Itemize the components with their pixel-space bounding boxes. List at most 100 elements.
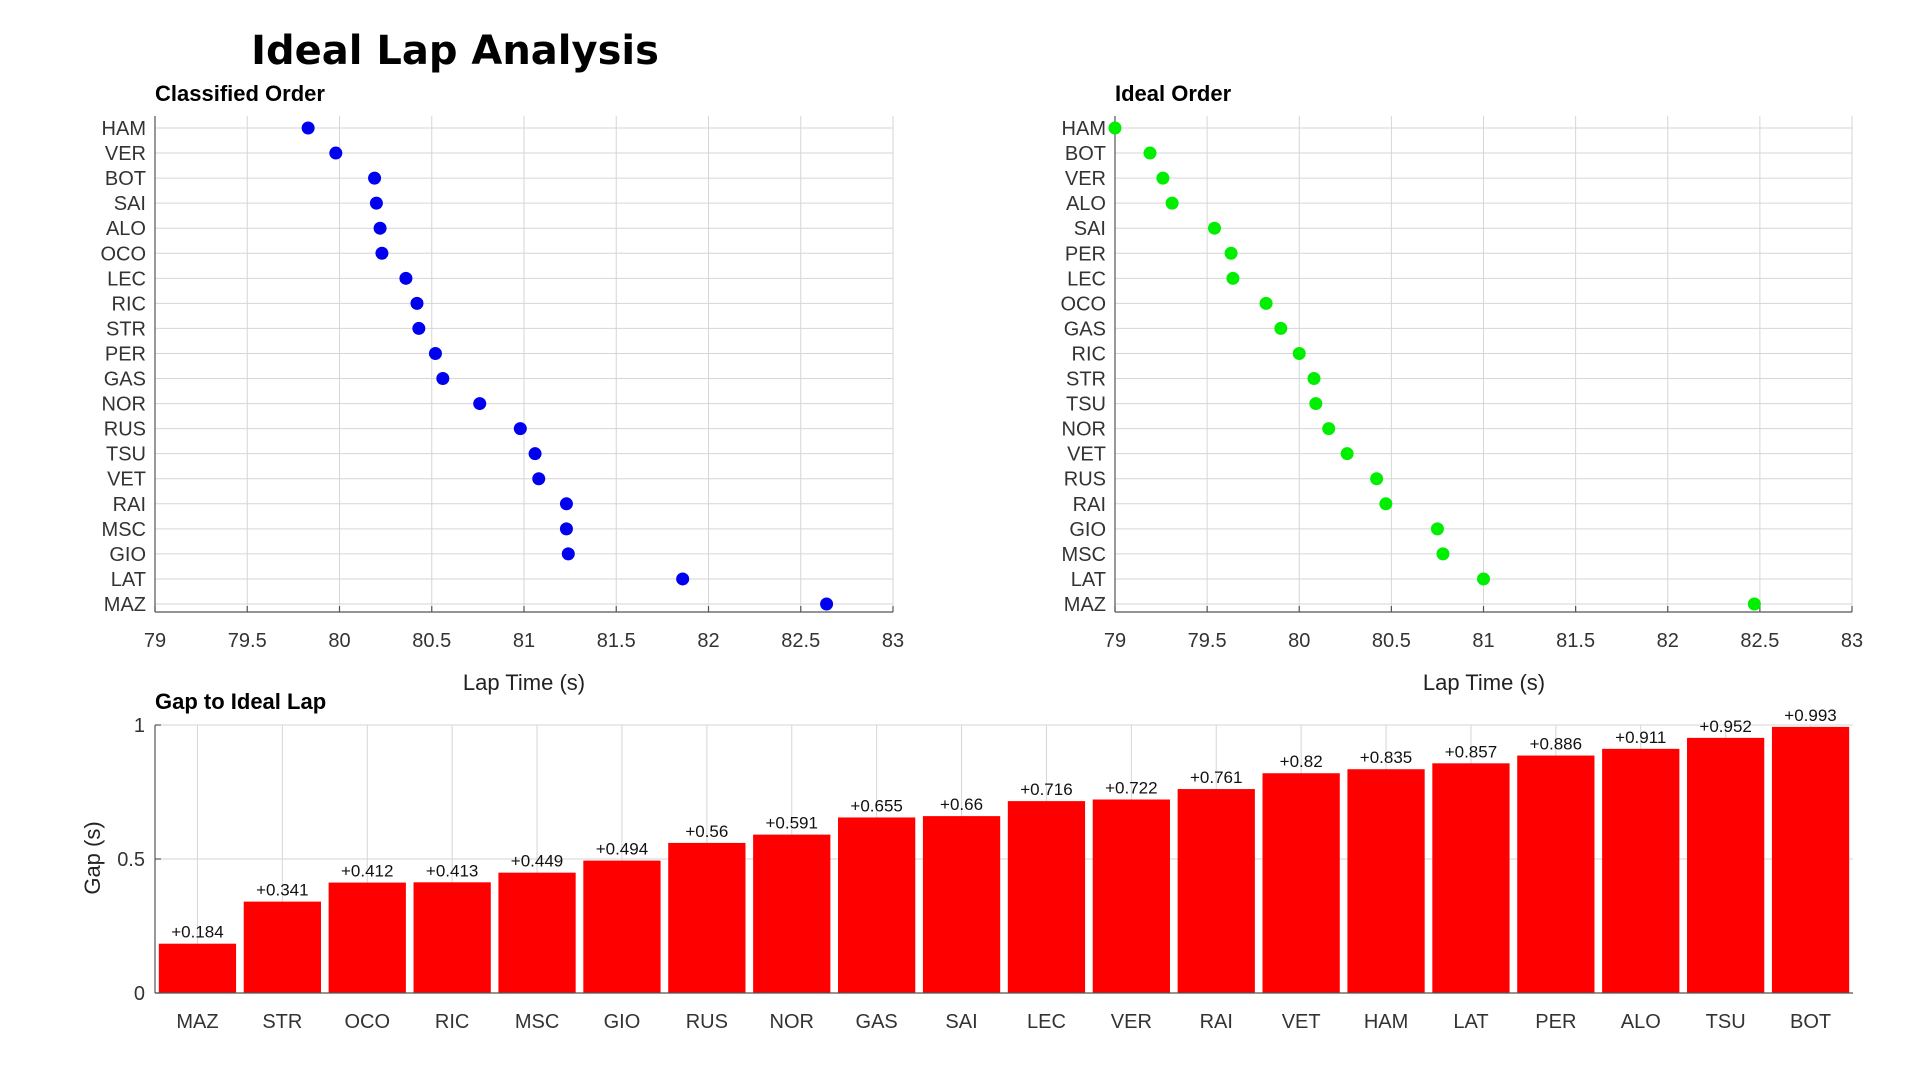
- data-point-msc: [1436, 547, 1450, 561]
- bar-alo: [1602, 748, 1680, 993]
- data-point-bot: [368, 171, 382, 185]
- data-point-rai: [559, 497, 573, 511]
- bar-rai: [1177, 789, 1255, 993]
- data-point-vet: [532, 472, 546, 486]
- bar-ham: [1347, 769, 1425, 993]
- x-category-label: HAM: [1364, 1011, 1408, 1033]
- bar-data-label: +0.655: [850, 796, 902, 815]
- data-point-gio: [1430, 522, 1444, 536]
- y-category-label: LEC: [1067, 268, 1106, 290]
- bar-bot: [1771, 726, 1850, 993]
- ideal-order-title: Ideal Order: [1115, 81, 1232, 106]
- y-category-label: MSC: [1062, 544, 1106, 566]
- bar-rus: [668, 842, 746, 993]
- x-category-label: LAT: [1453, 1011, 1488, 1033]
- x-tick-label: 81: [1472, 630, 1494, 652]
- y-category-label: MAZ: [1064, 594, 1106, 616]
- y-category-label: VER: [1065, 168, 1106, 190]
- y-category-label: PER: [105, 343, 146, 365]
- y-category-label: HAM: [1062, 118, 1106, 140]
- data-point-vet: [1340, 447, 1354, 461]
- bar-data-label: +0.952: [1699, 717, 1751, 736]
- x-tick-label: 83: [882, 630, 904, 652]
- bar-maz: [158, 943, 237, 993]
- y-category-label: GAS: [1064, 318, 1106, 340]
- y-category-label: PER: [1065, 243, 1106, 265]
- bar-ver: [1092, 799, 1170, 993]
- data-point-ric: [410, 296, 424, 310]
- x-category-label: ALO: [1621, 1011, 1661, 1033]
- x-category-label: GAS: [856, 1011, 898, 1033]
- data-point-oco: [375, 246, 389, 260]
- y-category-label: GAS: [104, 369, 146, 391]
- bar-sai: [922, 816, 1001, 993]
- y-category-label: LEC: [107, 268, 146, 290]
- x-tick-label: 81.5: [1556, 630, 1595, 652]
- bar-data-label: +0.412: [341, 862, 393, 881]
- y-category-label: HAM: [102, 118, 146, 140]
- x-category-label: TSU: [1706, 1011, 1746, 1033]
- data-point-sai: [1207, 221, 1221, 235]
- x-category-label: STR: [262, 1011, 302, 1033]
- bar-data-label: +0.341: [256, 881, 308, 900]
- bar-data-label: +0.722: [1105, 779, 1157, 798]
- y-category-label: RAI: [1073, 494, 1106, 516]
- data-point-tsu: [1309, 397, 1323, 411]
- x-tick-label: 81.5: [597, 630, 636, 652]
- x-category-label: VER: [1111, 1011, 1152, 1033]
- y-category-label: STR: [106, 318, 146, 340]
- bar-data-label: +0.66: [940, 795, 983, 814]
- bar-data-label: +0.716: [1020, 780, 1072, 799]
- bar-data-label: +0.413: [426, 861, 478, 880]
- y-category-label: SAI: [114, 193, 146, 215]
- bar-data-label: +0.184: [171, 923, 223, 942]
- data-point-lat: [1477, 572, 1490, 586]
- y-category-label: RIC: [112, 293, 146, 315]
- gap-to-ideal-lap-chart: Gap to Ideal Lap Gap (s) +0.184 MAZ +0.341…: [80, 689, 1853, 1033]
- y-category-label: VER: [105, 143, 146, 165]
- bar-oco: [328, 882, 406, 993]
- y-category-label: VET: [1067, 444, 1106, 466]
- data-point-maz: [1747, 597, 1761, 611]
- data-point-bot: [1143, 146, 1157, 160]
- y-category-label: NOR: [1062, 419, 1106, 441]
- y-category-label: BOT: [1065, 143, 1106, 165]
- y-category-label: LAT: [111, 569, 146, 591]
- y-category-label: RIC: [1072, 343, 1106, 365]
- y-category-label: STR: [1066, 369, 1106, 391]
- x-tick-label: 80: [328, 630, 350, 652]
- data-point-oco: [1259, 296, 1273, 310]
- bar-per: [1517, 755, 1595, 993]
- bar-data-label: +0.886: [1530, 735, 1582, 754]
- bar-data-label: +0.82: [1280, 752, 1323, 771]
- x-category-label: NOR: [770, 1011, 814, 1033]
- y-category-label: ALO: [106, 218, 146, 240]
- data-point-nor: [1322, 422, 1336, 436]
- bar-data-label: +0.56: [685, 822, 728, 841]
- data-point-gas: [436, 372, 450, 386]
- x-tick-label: 80.5: [1372, 630, 1411, 652]
- data-point-lec: [399, 271, 413, 285]
- data-point-ver: [329, 146, 343, 160]
- bar-str: [243, 901, 321, 993]
- bar-data-label: +0.591: [766, 814, 818, 833]
- y-category-label: VET: [107, 469, 146, 491]
- x-category-label: GIO: [604, 1011, 641, 1033]
- bar-data-label: +0.761: [1190, 768, 1242, 787]
- bar-data-label: +0.857: [1445, 742, 1497, 761]
- x-tick-label: 79.5: [228, 630, 267, 652]
- data-point-ham: [301, 121, 315, 135]
- y-tick-label: 0: [134, 983, 145, 1005]
- y-category-label: MAZ: [104, 594, 146, 616]
- x-tick-label: 82.5: [1740, 630, 1779, 652]
- data-point-ver: [1156, 171, 1170, 185]
- y-category-label: SAI: [1074, 218, 1106, 240]
- data-point-sai: [369, 196, 383, 210]
- data-point-alo: [1165, 196, 1179, 210]
- x-tick-label: 81: [513, 630, 535, 652]
- ideal-order-xlabel: Lap Time (s): [1423, 670, 1545, 695]
- y-category-label: RUS: [1064, 469, 1106, 491]
- classified-order-title: Classified Order: [155, 81, 325, 106]
- y-category-label: RUS: [104, 419, 146, 441]
